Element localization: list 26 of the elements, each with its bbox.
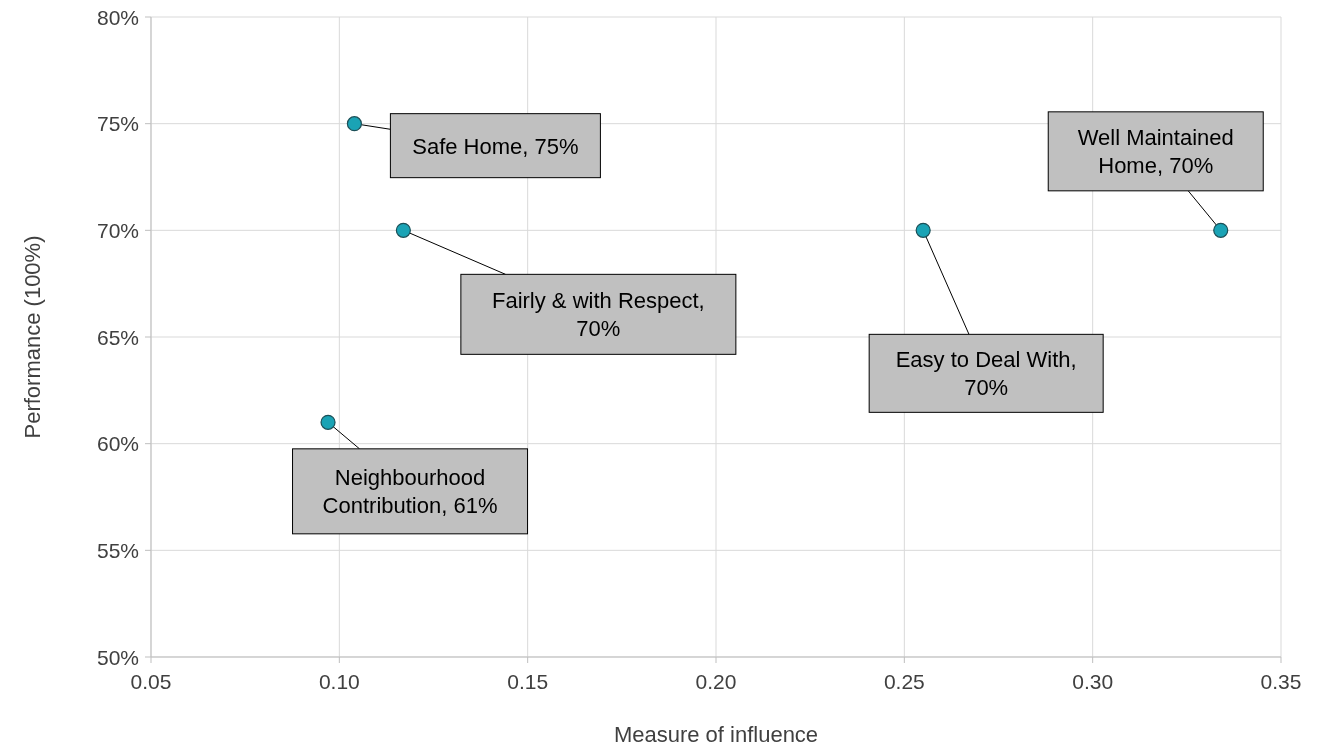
annotation: Safe Home, 75% <box>412 133 579 159</box>
y-axis-title: Performance (100%) <box>20 235 45 439</box>
y-tick-label: 70% <box>96 218 139 242</box>
x-axis-title: Measure of influence <box>613 722 819 747</box>
annotation: Well Maintained Home, 70% <box>1077 124 1234 178</box>
x-tick-label: 0.05 <box>130 670 172 693</box>
point <box>915 222 931 238</box>
point <box>346 116 362 132</box>
point <box>1213 222 1229 238</box>
x-tick-label: 0.30 <box>1072 670 1114 693</box>
y-tick-label: 65% <box>96 325 139 349</box>
point <box>395 222 411 238</box>
annotation: Fairly & with Respect, 70% <box>492 287 705 341</box>
annotation: Easy to Deal With, 70% <box>895 346 1077 400</box>
x-tick-label: 0.10 <box>318 670 360 693</box>
annotation: Neighbourhood Contribution, 61% <box>322 464 498 518</box>
x-tick-label: 0.25 <box>883 670 925 693</box>
y-tick-label: 55% <box>96 538 139 562</box>
x-tick-label: 0.35 <box>1260 670 1302 693</box>
x-tick-label: 0.15 <box>507 670 549 693</box>
y-tick-label: 60% <box>96 432 139 456</box>
y-tick-label: 75% <box>96 112 139 136</box>
x-tick-label: 0.20 <box>695 670 737 693</box>
y-tick-label: 80% <box>96 5 139 29</box>
point <box>320 414 336 430</box>
y-tick-label: 50% <box>96 645 139 669</box>
